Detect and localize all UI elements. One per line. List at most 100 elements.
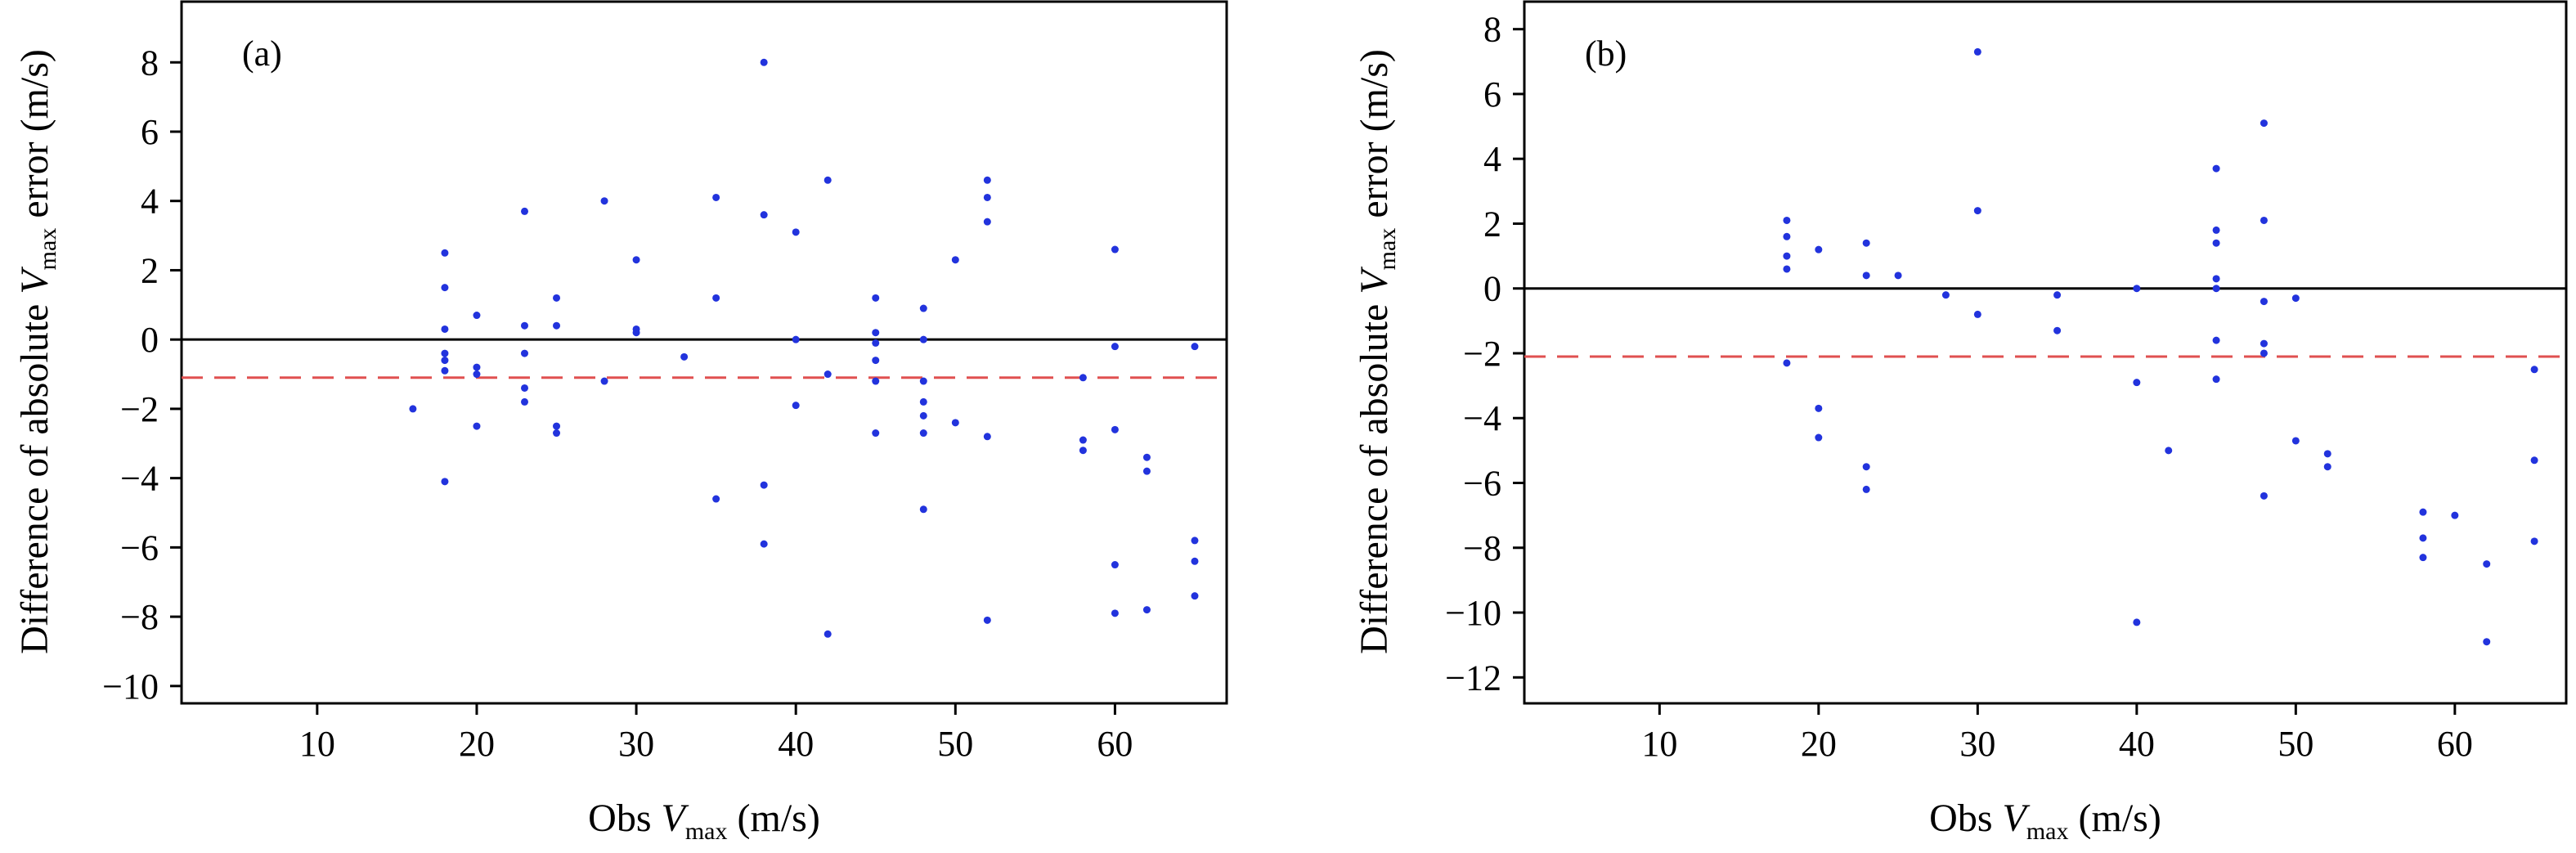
y-axis-title-suffix: error (m/s) xyxy=(1353,49,1396,228)
data-point xyxy=(2419,554,2427,562)
data-point xyxy=(2451,511,2459,519)
data-point xyxy=(1142,453,1151,461)
data-point xyxy=(1973,47,1981,56)
y-axis-title-subscript: max xyxy=(1374,228,1401,271)
data-point xyxy=(951,419,959,427)
data-point xyxy=(872,377,880,385)
data-point xyxy=(2260,119,2268,128)
y-tick-label: 2 xyxy=(141,250,159,290)
data-point xyxy=(1862,239,1870,247)
data-point xyxy=(1111,425,1119,433)
plot-frame xyxy=(1523,0,2568,705)
data-point xyxy=(1079,374,1087,382)
y-tick-label: 8 xyxy=(1483,10,1501,50)
data-point xyxy=(520,349,528,357)
data-point xyxy=(441,249,449,257)
data-point xyxy=(1191,557,1199,565)
data-point xyxy=(983,433,991,441)
data-point xyxy=(760,211,768,219)
x-axis-title-subscript: max xyxy=(685,818,728,845)
y-tick-label: 0 xyxy=(141,320,159,360)
data-point xyxy=(1973,207,1981,215)
y-tick-label: −2 xyxy=(1463,334,1501,374)
data-point xyxy=(983,616,991,624)
y-tick-label: 4 xyxy=(1483,139,1501,179)
data-point xyxy=(1815,433,1823,442)
data-point xyxy=(2323,450,2331,458)
y-tick-label: −10 xyxy=(102,667,159,707)
data-point xyxy=(553,422,561,430)
data-point xyxy=(919,304,927,312)
panel-label: (b) xyxy=(1585,34,1627,74)
y-tick-label: −8 xyxy=(120,597,159,637)
x-tick-label: 40 xyxy=(778,724,814,764)
data-point xyxy=(520,321,528,330)
data-point xyxy=(2165,447,2173,455)
data-point xyxy=(2053,326,2062,334)
x-tick-label: 20 xyxy=(459,724,495,764)
data-point xyxy=(1973,310,1981,318)
data-point xyxy=(1111,245,1119,254)
x-tick-label: 50 xyxy=(2278,724,2313,764)
x-tick-label: 30 xyxy=(618,724,654,764)
y-tick-label: −4 xyxy=(120,459,159,499)
data-point xyxy=(473,312,481,320)
data-point xyxy=(2260,298,2268,306)
data-point xyxy=(2419,508,2427,516)
data-point xyxy=(1111,343,1119,351)
data-point xyxy=(2483,638,2491,646)
x-tick-label: 40 xyxy=(2119,724,2155,764)
y-tick-label: 0 xyxy=(1483,269,1501,309)
data-point xyxy=(983,193,991,201)
y-tick-label: 6 xyxy=(141,112,159,152)
data-point xyxy=(2212,226,2220,234)
data-point xyxy=(792,402,800,410)
data-point xyxy=(2212,375,2220,384)
plot-frame xyxy=(180,0,1228,705)
data-point xyxy=(951,256,959,264)
data-point xyxy=(441,366,449,375)
data-point xyxy=(2133,379,2141,387)
data-point xyxy=(1142,467,1151,475)
x-tick-label: 60 xyxy=(2437,724,2473,764)
data-point xyxy=(919,397,927,406)
x-axis-title-variable: V xyxy=(2003,797,2031,840)
x-tick-label: 60 xyxy=(1097,724,1133,764)
data-point xyxy=(1862,485,1870,493)
y-tick-label: −4 xyxy=(1463,398,1501,438)
data-point xyxy=(872,294,880,302)
data-point xyxy=(473,422,481,430)
data-point xyxy=(632,329,640,337)
y-axis-title-prefix: Difference of absolute xyxy=(1353,294,1396,654)
data-point xyxy=(2260,339,2268,348)
data-point xyxy=(919,377,927,385)
data-point xyxy=(760,58,768,66)
data-point xyxy=(1894,272,1902,280)
x-tick-label: 30 xyxy=(1959,724,1995,764)
data-point xyxy=(872,429,880,438)
data-point xyxy=(1079,447,1087,455)
y-axis-title-suffix: error (m/s) xyxy=(13,49,56,228)
data-point xyxy=(792,335,800,343)
data-point xyxy=(441,357,449,365)
data-point xyxy=(2530,456,2538,465)
data-point xyxy=(2212,336,2220,344)
data-point xyxy=(600,377,608,385)
data-point xyxy=(2133,618,2141,626)
data-point xyxy=(1815,404,1823,412)
data-point xyxy=(2212,164,2220,173)
y-axis-title: Difference of absolute Vmax error (m/s) xyxy=(13,49,61,654)
x-axis-title-prefix: Obs xyxy=(1929,797,2002,840)
panel-label: (a) xyxy=(242,34,282,74)
data-point xyxy=(520,397,528,406)
data-point xyxy=(441,284,449,292)
y-tick-label: 2 xyxy=(1483,204,1501,244)
data-point xyxy=(553,429,561,438)
y-axis-title-subscript: max xyxy=(34,228,61,271)
data-point xyxy=(2419,534,2427,542)
data-point xyxy=(473,363,481,371)
x-tick-label: 10 xyxy=(299,724,335,764)
data-point xyxy=(600,197,608,205)
